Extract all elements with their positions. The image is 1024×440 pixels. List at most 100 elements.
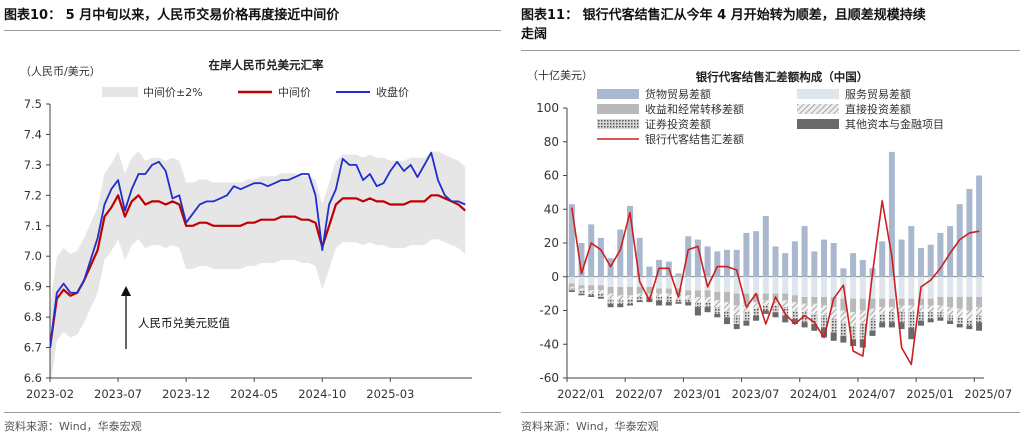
services-bar xyxy=(888,276,895,299)
services-bar xyxy=(694,276,701,291)
other-capital-bar xyxy=(947,320,954,324)
portfolio-bar xyxy=(724,310,730,318)
legend-band-label: 中间价±2% xyxy=(143,86,203,99)
fdi-bar xyxy=(811,303,818,314)
income-bar xyxy=(947,297,954,308)
other-capital-bar xyxy=(937,317,944,321)
portfolio-bar xyxy=(947,315,954,321)
other-capital-bar xyxy=(724,317,730,325)
goods-bar xyxy=(588,224,595,277)
services-bar xyxy=(772,276,779,294)
other-capital-bar xyxy=(694,307,701,316)
other-capital-bar xyxy=(888,322,895,328)
y-tick-label: 40 xyxy=(544,202,559,216)
y-tick-label: 0 xyxy=(551,270,559,284)
services-bar xyxy=(578,276,585,286)
services-bar xyxy=(956,276,963,298)
portfolio-bar xyxy=(850,325,857,340)
other-capital-bar xyxy=(762,310,769,314)
other-capital-bar xyxy=(704,307,711,313)
other-capital-bar xyxy=(753,315,760,321)
other-capital-bar xyxy=(908,327,915,340)
x-tick-label: 2024-05 xyxy=(230,387,278,401)
income-bar xyxy=(879,298,886,308)
other-capital-bar xyxy=(675,302,682,304)
income-bar xyxy=(588,285,595,291)
source-rule-left xyxy=(4,412,501,413)
source-left: 资料来源：Wind，华泰宏观 xyxy=(4,420,142,433)
other-capital-bar xyxy=(733,324,740,330)
portfolio-bar xyxy=(801,312,808,323)
portfolio-bar xyxy=(869,318,876,331)
fdi-bar xyxy=(976,307,983,316)
income-bar xyxy=(782,293,789,301)
close-series-line xyxy=(50,151,466,348)
portfolio-bar xyxy=(888,312,895,323)
other-capital-bar xyxy=(811,324,818,331)
goods-bar xyxy=(918,248,924,277)
portfolio-bar xyxy=(665,297,672,303)
services-bar xyxy=(947,276,954,298)
portfolio-bar xyxy=(704,302,711,308)
source-right: 资料来源：Wind，华泰宏观 xyxy=(521,420,659,433)
other-capital-bar xyxy=(830,332,837,341)
income-bar xyxy=(733,293,740,306)
income-bar xyxy=(607,286,614,294)
fdi-bar xyxy=(918,305,924,313)
legend-fdi-label: 直接投资差额 xyxy=(845,102,911,116)
fdi-bar xyxy=(656,293,663,297)
portfolio-bar xyxy=(782,307,789,316)
fdi-bar xyxy=(588,290,595,294)
y-tick-label: 7.4 xyxy=(24,127,42,141)
income-bar xyxy=(675,288,682,294)
other-capital-bar xyxy=(588,295,595,297)
fdi-bar xyxy=(821,305,827,316)
x-tick-label: 2024/07 xyxy=(848,387,896,401)
y-tick-label: 6.7 xyxy=(24,341,42,355)
other-capital-bar xyxy=(714,313,721,318)
goods-bar xyxy=(947,226,954,277)
services-bar xyxy=(607,276,614,287)
y-tick-label: 6.8 xyxy=(24,310,42,324)
goods-bar xyxy=(850,253,857,277)
goods-bar xyxy=(791,241,798,277)
services-bar xyxy=(782,276,789,294)
y-tick-label: 7.2 xyxy=(24,188,42,202)
income-bar xyxy=(762,293,769,301)
fdi-bar xyxy=(704,297,711,303)
portfolio-bar xyxy=(753,308,760,316)
portfolio-bar xyxy=(714,307,721,314)
portfolio-bar xyxy=(840,322,847,336)
portfolio-bar xyxy=(772,305,779,313)
x-tick-label: 2024-10 xyxy=(298,387,346,401)
other-capital-bar xyxy=(850,339,857,346)
other-capital-bar xyxy=(927,318,934,323)
services-bar xyxy=(811,276,818,298)
income-bar xyxy=(888,298,895,308)
fdi-bar xyxy=(947,307,954,316)
services-bar xyxy=(869,276,876,299)
other-capital-bar xyxy=(782,315,789,323)
services-bar xyxy=(627,276,633,287)
portfolio-bar xyxy=(685,298,692,303)
other-capital-bar xyxy=(772,312,779,318)
fdi-bar xyxy=(888,307,895,313)
goods-bar xyxy=(782,253,789,277)
fdi-bar xyxy=(636,293,643,297)
services-bar xyxy=(617,276,624,287)
legend: 中间价±2% 中间价 收盘价 xyxy=(102,85,409,99)
x-tick-label: 2025-03 xyxy=(366,387,414,401)
services-bar xyxy=(762,276,769,294)
y-tick-label: 100 xyxy=(536,101,559,115)
annotation-arrowhead xyxy=(121,286,131,296)
income-bar xyxy=(821,297,827,306)
portfolio-bar xyxy=(898,310,905,323)
portfolio-bar xyxy=(627,298,633,304)
y-tick-label: 7.1 xyxy=(24,219,42,233)
income-bar xyxy=(927,298,934,306)
goods-bar xyxy=(821,239,827,277)
income-bar xyxy=(859,298,866,311)
goods-bar xyxy=(859,259,866,277)
fdi-bar xyxy=(937,305,944,313)
fdi-bar xyxy=(607,293,614,299)
